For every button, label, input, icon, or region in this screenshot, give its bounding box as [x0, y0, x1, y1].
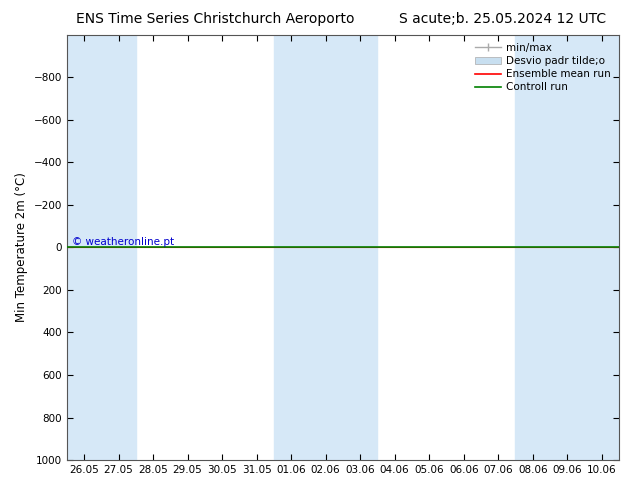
- Bar: [343, 35, 377, 460]
- Text: S acute;b. 25.05.2024 12 UTC: S acute;b. 25.05.2024 12 UTC: [399, 12, 607, 26]
- Bar: [585, 35, 619, 460]
- Text: © weatheronline.pt: © weatheronline.pt: [72, 237, 174, 246]
- Text: ENS Time Series Christchurch Aeroporto: ENS Time Series Christchurch Aeroporto: [76, 12, 354, 26]
- Bar: [515, 35, 550, 460]
- Bar: [67, 35, 101, 460]
- Bar: [308, 35, 343, 460]
- Y-axis label: Min Temperature 2m (°C): Min Temperature 2m (°C): [15, 172, 28, 322]
- Bar: [274, 35, 308, 460]
- Bar: [550, 35, 585, 460]
- Bar: [101, 35, 136, 460]
- Legend: min/max, Desvio padr tilde;o, Ensemble mean run, Controll run: min/max, Desvio padr tilde;o, Ensemble m…: [472, 40, 614, 96]
